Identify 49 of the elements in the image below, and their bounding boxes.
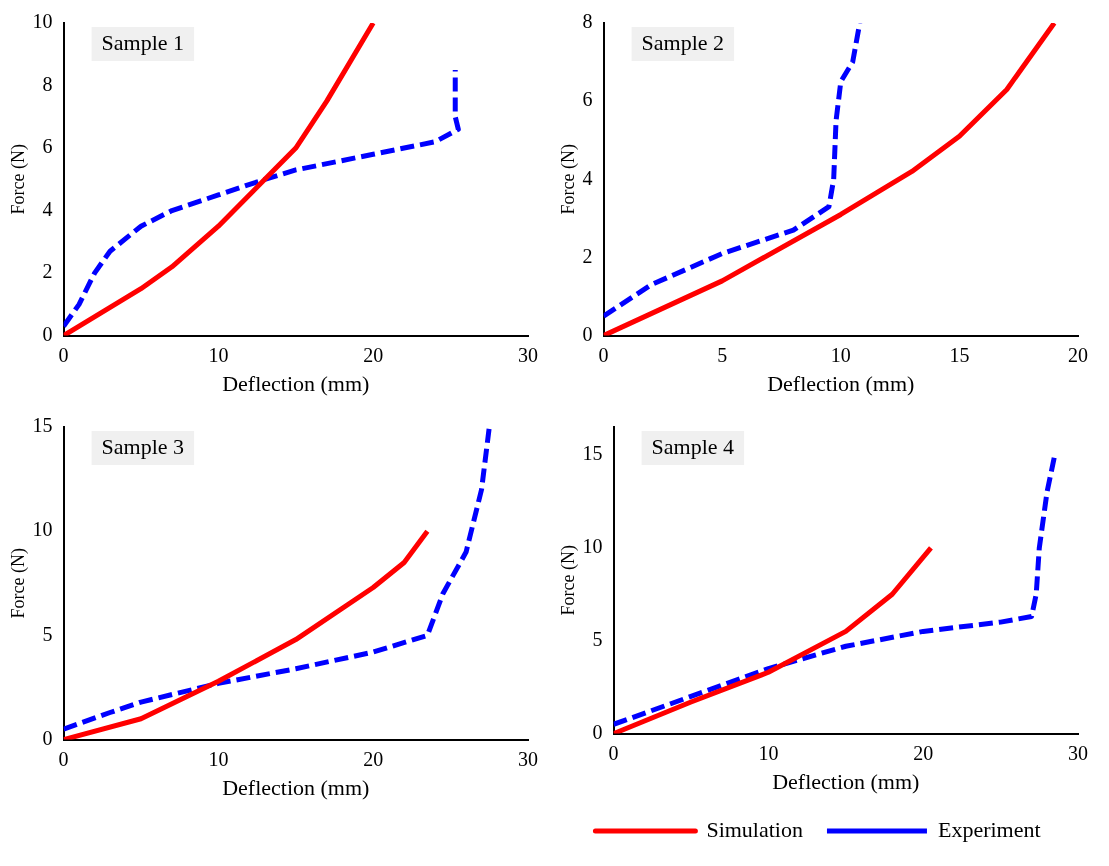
y-tick-label: 5 <box>592 627 603 650</box>
chart-title: Sample 3 <box>101 433 185 459</box>
x-tick-label: 20 <box>363 343 384 366</box>
x-axis-title: Deflection (mm) <box>772 768 920 794</box>
x-tick-label: 20 <box>913 741 934 764</box>
y-tick-label: 10 <box>582 535 603 558</box>
y-tick-label: 4 <box>42 197 53 220</box>
x-tick-label: 10 <box>758 741 779 764</box>
chart-title: Sample 1 <box>101 29 185 55</box>
y-tick-label: 0 <box>42 322 53 345</box>
y-tick-label: 8 <box>42 72 53 95</box>
y-tick-label: 10 <box>32 518 53 541</box>
y-tick-label: 0 <box>582 322 593 345</box>
x-axis-title: Deflection (mm) <box>222 774 370 800</box>
y-tick-label: 0 <box>42 726 53 749</box>
x-axis-title: Deflection (mm) <box>767 370 915 396</box>
x-tick-label: 15 <box>949 343 970 366</box>
x-tick-label: 10 <box>830 343 851 366</box>
y-tick-label: 0 <box>592 720 603 743</box>
x-tick-label: 5 <box>717 343 728 366</box>
y-tick-label: 10 <box>32 10 53 33</box>
y-tick-label: 2 <box>42 260 53 283</box>
chart-title: Sample 4 <box>651 433 735 459</box>
y-axis-title: Force (N) <box>557 144 579 215</box>
y-tick-label: 15 <box>582 442 603 465</box>
y-tick-label: 6 <box>42 135 53 158</box>
x-tick-label: 30 <box>518 747 538 770</box>
x-tick-label: 10 <box>208 343 229 366</box>
y-tick-label: 2 <box>582 244 593 267</box>
y-tick-label: 15 <box>32 414 53 437</box>
x-tick-label: 0 <box>58 747 69 770</box>
y-tick-label: 4 <box>582 166 593 189</box>
y-tick-label: 8 <box>582 10 593 33</box>
legend-label: Simulation <box>706 816 803 842</box>
y-axis-title: Force (N) <box>7 144 29 215</box>
legend-label: Experiment <box>937 816 1041 842</box>
y-axis-title: Force (N) <box>557 545 579 616</box>
chart-title: Sample 2 <box>641 29 725 55</box>
x-tick-label: 30 <box>1068 741 1088 764</box>
x-axis-title: Deflection (mm) <box>222 370 370 396</box>
x-tick-label: 0 <box>608 741 619 764</box>
x-tick-label: 10 <box>208 747 229 770</box>
x-tick-label: 30 <box>518 343 538 366</box>
x-tick-label: 20 <box>1068 343 1088 366</box>
x-tick-label: 0 <box>58 343 69 366</box>
y-axis-title: Force (N) <box>7 548 29 619</box>
y-tick-label: 5 <box>42 622 53 645</box>
y-tick-label: 6 <box>582 88 593 111</box>
x-tick-label: 20 <box>363 747 384 770</box>
